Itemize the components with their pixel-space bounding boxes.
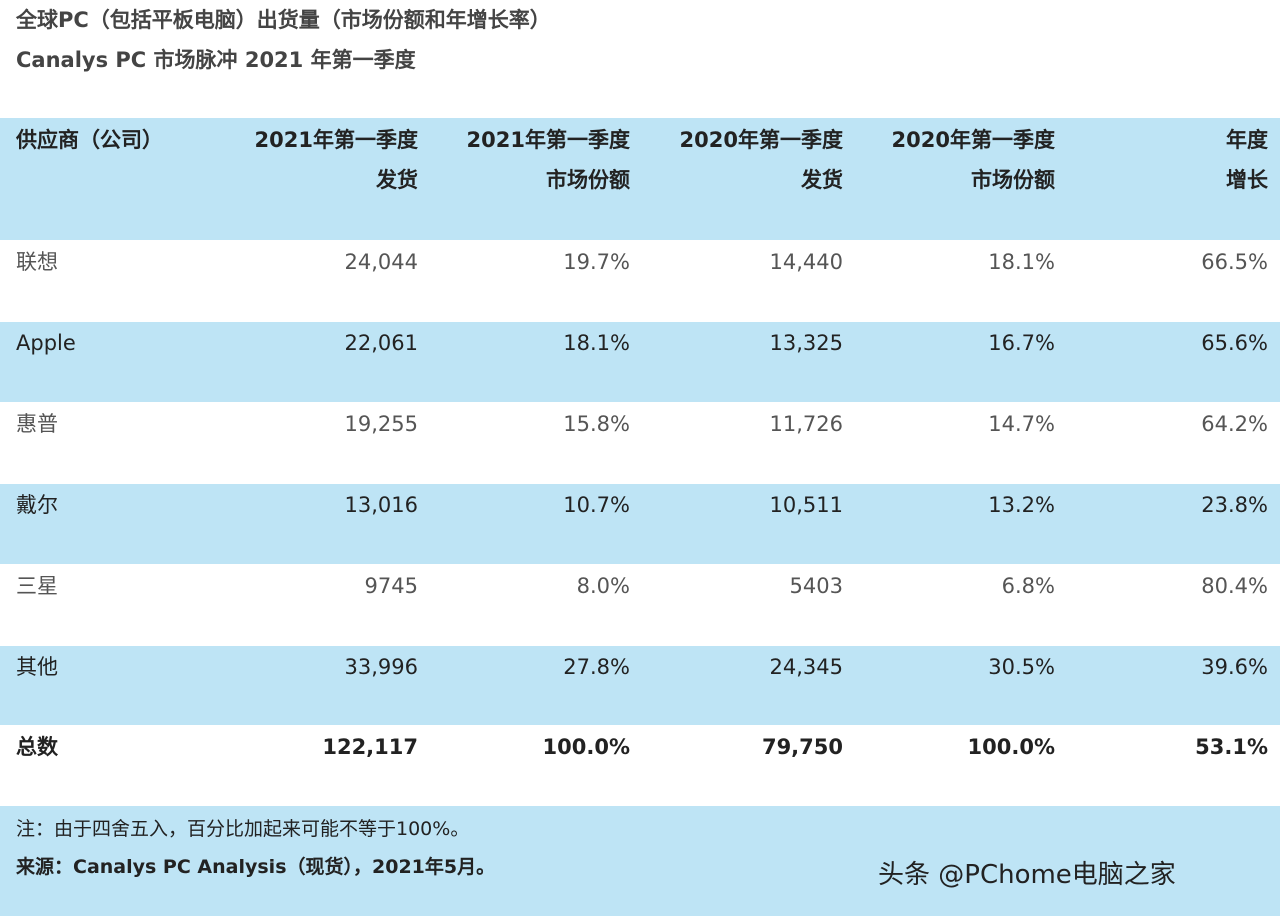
title: 全球PC（包括平板电脑）出货量（市场份额和年增长率） — [16, 8, 551, 32]
header-cell: 年度 — [1226, 128, 1268, 152]
table-cell: 33,996 — [344, 654, 418, 679]
table-cell: 100.0% — [542, 735, 630, 760]
table-cell: 22,061 — [344, 330, 418, 355]
table-cell: 122,117 — [322, 735, 418, 760]
footer-source: 来源：Canalys PC Analysis（现货），2021年5月。 — [16, 856, 496, 878]
table-cell: 戴尔 — [16, 492, 58, 517]
row-band — [0, 483, 1280, 564]
row-band — [0, 565, 1280, 645]
table-cell: 三星 — [16, 573, 58, 598]
table-cell: 13.2% — [988, 492, 1055, 517]
table-cell: 总数 — [16, 735, 58, 760]
table-cell: 30.5% — [988, 654, 1055, 679]
row-band — [0, 403, 1280, 483]
header-cell: 2020年第一季度 — [891, 128, 1055, 152]
row-band — [0, 726, 1280, 806]
table-cell: 16.7% — [988, 330, 1055, 355]
table-cell: 11,726 — [769, 411, 843, 436]
row-band — [0, 645, 1280, 726]
table-cell: 6.8% — [1001, 573, 1055, 598]
footer-note: 注：由于四舍五入，百分比加起来可能不等于100%。 — [16, 818, 470, 840]
watermark: 头条 @PChome电脑之家 — [878, 860, 1176, 890]
table-cell: 18.1% — [563, 330, 630, 355]
header-cell: 2020年第一季度 — [679, 128, 843, 152]
header-cell: 2021年第一季度 — [254, 128, 418, 152]
table-cell: 其他 — [16, 654, 58, 679]
header-cell: 发货 — [376, 168, 418, 192]
table-cell: 19,255 — [344, 411, 418, 436]
subtitle: Canalys PC 市场脉冲 2021 年第一季度 — [16, 48, 416, 72]
table-cell: 65.6% — [1201, 330, 1268, 355]
table-cell: 100.0% — [967, 735, 1055, 760]
table-cell: 79,750 — [761, 735, 843, 760]
row-band — [0, 321, 1280, 402]
table-cell: 80.4% — [1201, 573, 1268, 598]
table-cell: 18.1% — [988, 250, 1055, 274]
table-cell: 53.1% — [1195, 735, 1268, 760]
table-cell: 14,440 — [769, 250, 843, 274]
table-cell: 39.6% — [1201, 654, 1268, 679]
table-cell: 24,044 — [344, 250, 418, 274]
table-cell: 13,016 — [344, 492, 418, 517]
table-cell: 64.2% — [1201, 411, 1268, 436]
table-cell: 23.8% — [1201, 492, 1268, 517]
table-cell: Apple — [16, 330, 76, 355]
header-cell: 市场份额 — [546, 168, 630, 192]
table-cell: 13,325 — [769, 330, 843, 355]
table-cell: 8.0% — [576, 573, 630, 598]
header-cell: 2021年第一季度 — [466, 128, 630, 152]
header-cell: 发货 — [801, 168, 843, 192]
table-cell: 10,511 — [769, 492, 843, 517]
header-cell: 供应商（公司） — [16, 128, 163, 152]
table-cell: 27.8% — [563, 654, 630, 679]
table-cell: 10.7% — [563, 492, 630, 517]
table-cell: 24,345 — [769, 654, 843, 679]
table-cell: 15.8% — [563, 411, 630, 436]
table-cell: 14.7% — [988, 411, 1055, 436]
footer-band — [0, 806, 1280, 916]
table-cell: 联想 — [16, 250, 58, 274]
header-cell: 市场份额 — [971, 168, 1055, 192]
table-cell: 66.5% — [1201, 250, 1268, 274]
table-cell: 5403 — [789, 573, 843, 598]
row-band — [0, 241, 1280, 321]
header-cell: 增长 — [1226, 168, 1268, 192]
table-cell: 19.7% — [563, 250, 630, 274]
table-cell: 惠普 — [16, 411, 58, 436]
table-cell: 9745 — [364, 573, 418, 598]
header-band — [0, 118, 1280, 240]
